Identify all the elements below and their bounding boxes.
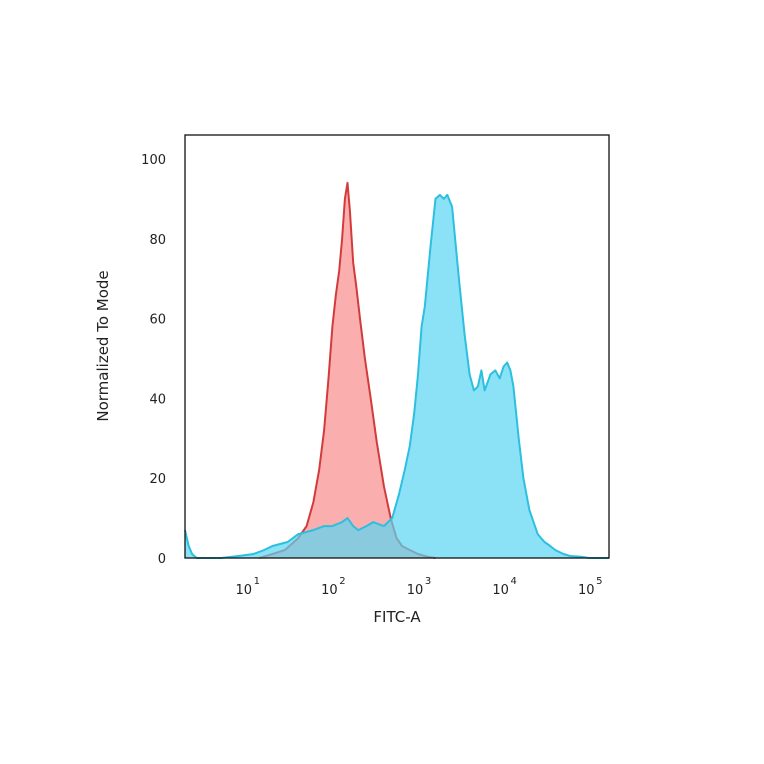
x-tick-label: 10	[407, 583, 424, 598]
x-axis-title: FITC-A	[373, 608, 421, 626]
x-tick-exponent: 1	[254, 576, 260, 587]
x-tick-exponent: 3	[425, 576, 431, 587]
y-axis-title: Normalized To Mode	[94, 270, 112, 421]
y-tick-label: 0	[158, 552, 166, 567]
y-tick-label: 20	[149, 472, 166, 487]
series-2-area	[185, 194, 609, 558]
plot-frame	[184, 134, 610, 559]
series-2-line	[184, 193, 609, 559]
x-tick-exponent: 5	[596, 576, 602, 587]
x-tick-label: 10	[492, 583, 509, 598]
x-tick-exponent: 2	[339, 576, 345, 587]
x-tick-label: 10	[235, 583, 252, 598]
x-tick-exponent: 4	[510, 576, 516, 587]
x-tick-label: 10	[321, 583, 338, 598]
y-tick-label: 100	[141, 153, 166, 168]
y-tick-label: 40	[149, 392, 166, 407]
y-tick-label: 60	[149, 313, 166, 328]
y-tick-label: 80	[149, 233, 166, 248]
y-axis-ticks: 0 20 40 60 80 100	[141, 153, 166, 567]
series-layer	[184, 181, 609, 559]
x-tick-label: 10	[578, 583, 595, 598]
series-1-area	[259, 182, 436, 558]
